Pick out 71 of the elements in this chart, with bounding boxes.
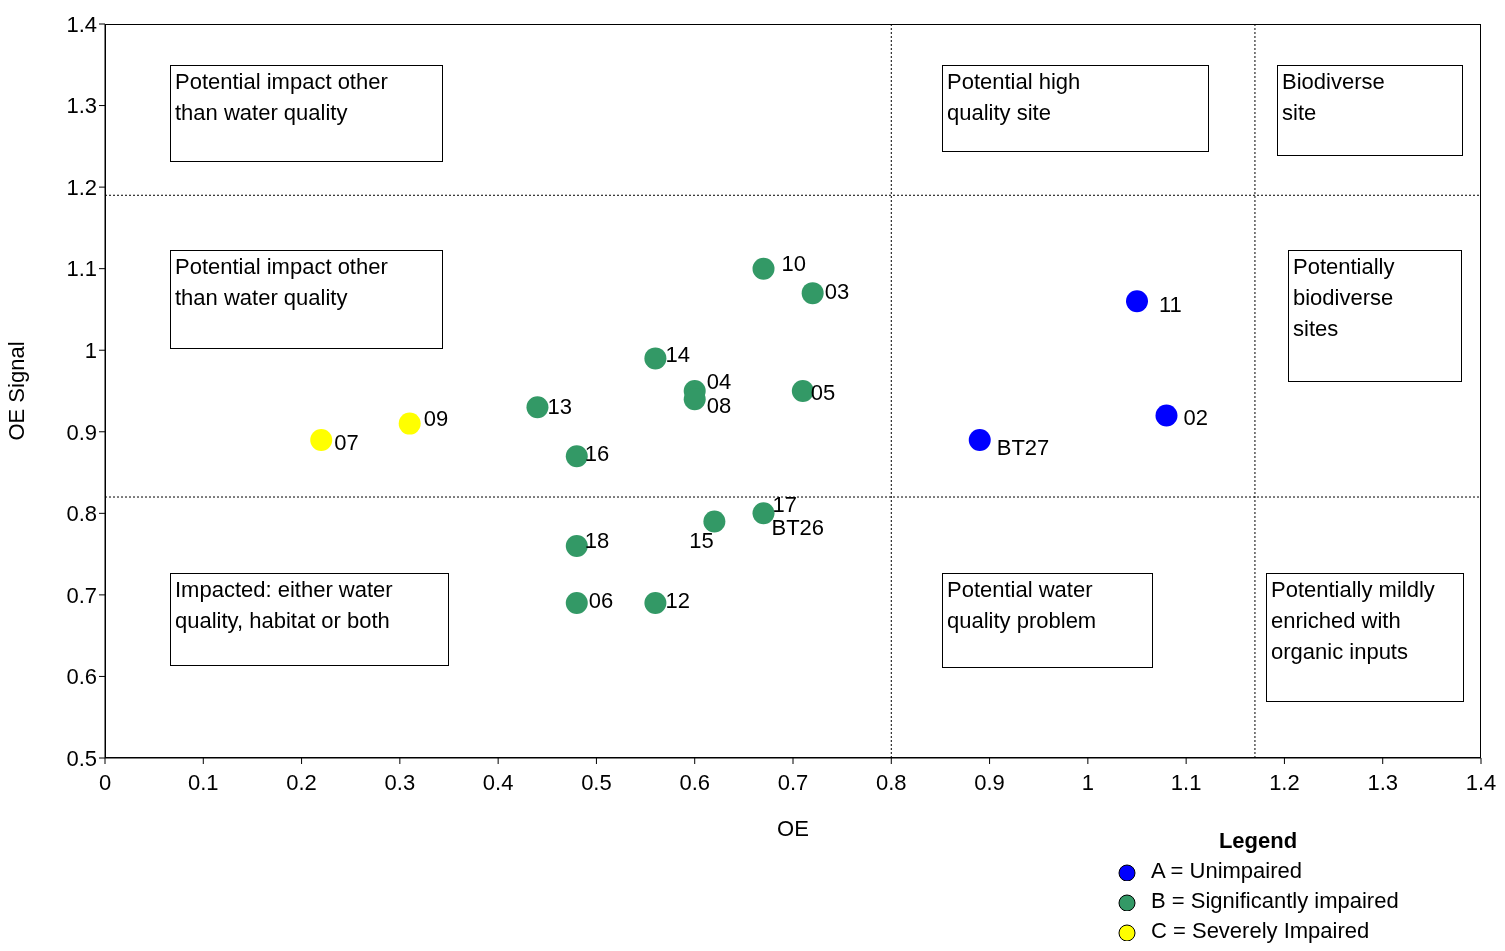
- y-tick-label: 1.2: [66, 174, 97, 200]
- annotation: 08: [706, 393, 732, 420]
- annotation: Potentially biodiverse sites: [1288, 250, 1462, 382]
- x-axis-title: OE: [777, 816, 809, 841]
- y-tick-label: 0.6: [66, 664, 97, 690]
- point: [526, 396, 549, 419]
- annotation: 09: [423, 405, 449, 432]
- x-tick-label: 1.2: [1269, 769, 1300, 795]
- annotation: 18: [584, 527, 610, 554]
- point: [310, 428, 333, 451]
- annotation: 07: [334, 429, 359, 456]
- point: [398, 412, 421, 435]
- annotation: Biodiverse site: [1277, 65, 1463, 156]
- y-tick-label: 1: [84, 338, 97, 364]
- x-tick-label: 0.8: [875, 769, 907, 795]
- annotation: 10: [781, 250, 806, 277]
- point: [1126, 290, 1148, 313]
- point: [752, 257, 775, 280]
- y-tick-label: 1.3: [66, 93, 97, 119]
- annotation: Potential high quality site: [942, 65, 1209, 152]
- annotation: Potential impact other than water quality: [170, 250, 443, 349]
- x-tick-label: 1.1: [1170, 769, 1202, 795]
- x-tick-label: 1.3: [1367, 769, 1399, 795]
- x-tick-label: 0.2: [286, 769, 317, 795]
- annotation: 04: [706, 369, 732, 395]
- point: [801, 282, 824, 305]
- point: [968, 428, 991, 451]
- y-tick-label: 0.8: [66, 501, 97, 527]
- point: [565, 534, 588, 557]
- annotation: 06: [588, 588, 614, 615]
- y-axis-title: OE Signal: [3, 341, 29, 441]
- annotation: 03: [824, 279, 850, 306]
- x-tick-label: 0.1: [187, 769, 219, 795]
- x-tick-label: 0: [98, 769, 112, 795]
- annotation: Potential impact other than water quality: [170, 65, 443, 162]
- annotation: 12: [665, 588, 690, 615]
- x-tick-label: 0.9: [974, 769, 1005, 795]
- x-tick-label: 0.6: [679, 769, 711, 795]
- y-tick-label: 1.4: [66, 11, 97, 37]
- y-tick-label: 0.9: [66, 419, 97, 445]
- annotation: Impacted: either water quality, habitat or both: [170, 573, 449, 666]
- x-tick-label: 0.7: [777, 769, 809, 795]
- annotation: 11: [1159, 292, 1182, 319]
- y-tick-label: 0.7: [66, 582, 97, 608]
- legend-title: Legend: [1217, 827, 1299, 855]
- legend-label: C = Severely Impaired: [1151, 917, 1370, 945]
- point: [644, 347, 667, 370]
- annotation: 05: [810, 380, 836, 406]
- y-tick-label: 1.1: [66, 256, 97, 282]
- point: [752, 502, 775, 525]
- x-tick-label: 0.3: [384, 769, 416, 795]
- x-tick-label: 0.5: [581, 769, 612, 795]
- point: [1155, 404, 1178, 427]
- annotation: 14: [665, 342, 690, 369]
- annotation: Potential water quality problem: [942, 573, 1153, 668]
- x-tick-label: 1: [1081, 769, 1094, 795]
- x-tick-label: 0.4: [482, 769, 514, 795]
- annotation: 02: [1183, 405, 1208, 432]
- y-tick-label: 0.5: [66, 745, 97, 771]
- point: [703, 510, 726, 533]
- legend-label: A = Unimpaired: [1151, 857, 1303, 885]
- annotation: 15: [689, 528, 714, 555]
- annotation: 16: [584, 441, 610, 468]
- point: [565, 592, 588, 615]
- annotation: BT27: [996, 434, 1050, 461]
- annotation: Potentially mildly enriched with organic inputs: [1266, 573, 1464, 702]
- legend-label: B = Significantly impaired: [1151, 887, 1399, 915]
- point: [565, 445, 588, 468]
- point: [644, 592, 667, 615]
- annotation: 13: [547, 394, 572, 421]
- x-tick-label: 1.4: [1465, 769, 1497, 795]
